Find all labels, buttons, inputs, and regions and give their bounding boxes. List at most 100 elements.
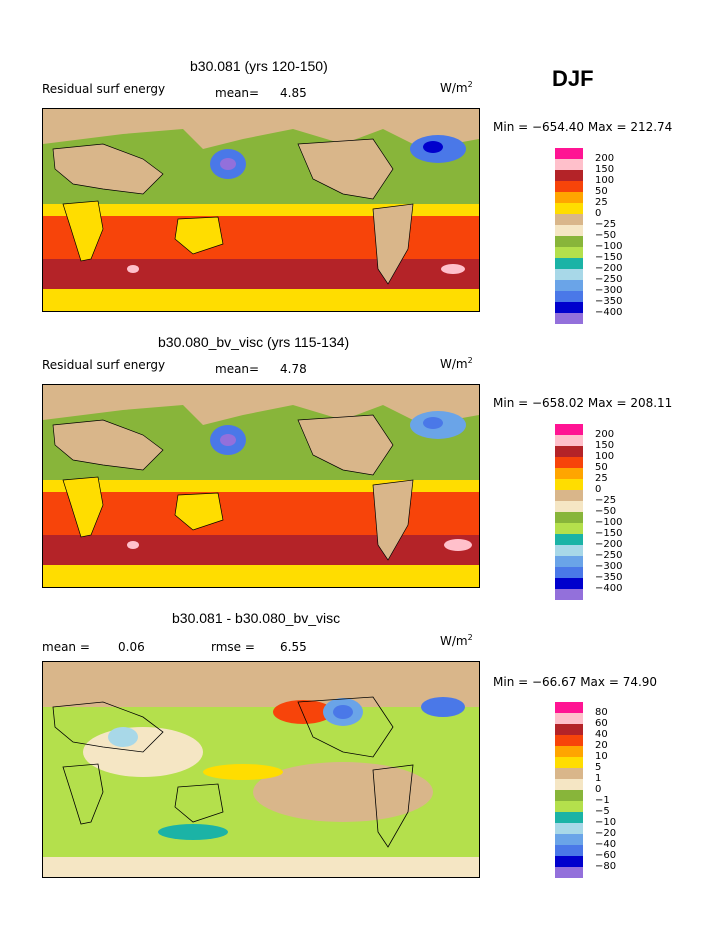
australia-outline xyxy=(174,783,224,823)
equatorial-band xyxy=(43,480,479,492)
north-america xyxy=(297,138,394,200)
colorbar-label: 100 xyxy=(595,175,615,186)
colorbar-label: 50 xyxy=(595,462,608,473)
colorbar-swatch xyxy=(555,435,583,446)
colorbar-label: 40 xyxy=(595,729,608,740)
colorbar-swatch xyxy=(555,280,583,291)
colorbar-swatch xyxy=(555,479,583,490)
panel3-units: W/m2 xyxy=(440,633,473,648)
colorbar-label: 200 xyxy=(595,429,615,440)
colorbar-swatch xyxy=(555,567,583,578)
panel3-rmse-label: rmse = xyxy=(211,640,255,654)
panel2-colorbar: 200 150 100 50 25 0 −25 −50 −100 −150 −200 −250 −300… xyxy=(555,424,622,600)
colorbar-label: 60 xyxy=(595,718,608,729)
diff-cool-1-core xyxy=(333,705,353,719)
colorbar-label: −250 xyxy=(595,274,623,285)
colorbar-swatch xyxy=(555,823,583,834)
panel3-map xyxy=(42,661,480,878)
diff-patch-2 xyxy=(253,762,433,822)
colorbar-swatch xyxy=(555,501,583,512)
panel1-minmax: Min = −654.40 Max = 212.74 xyxy=(493,120,673,134)
colorbar-swatch xyxy=(555,512,583,523)
panel1-colorbar: 200 150 100 50 25 0 −25 −50 −100 −150 −200 −250 −300… xyxy=(555,148,622,324)
colorbar-label: −5 xyxy=(595,806,610,817)
colorbar-label: −300 xyxy=(595,561,623,572)
colorbar-label: 1 xyxy=(595,773,602,784)
gulfstream-core xyxy=(423,141,443,153)
colorbar-swatch xyxy=(555,148,583,159)
eurasia-west xyxy=(52,419,164,471)
panel3-mean-value: 0.06 xyxy=(118,640,145,654)
diff-cool-2 xyxy=(421,697,465,717)
colorbar-swatch xyxy=(555,702,583,713)
panel1-map xyxy=(42,108,480,312)
panel1-title: b30.081 (yrs 120-150) xyxy=(190,58,328,74)
colorbar-label: −20 xyxy=(595,828,617,839)
colorbar-swatch xyxy=(555,801,583,812)
colorbar-swatch xyxy=(555,578,583,589)
africa xyxy=(62,200,104,262)
southern-band-dark xyxy=(43,259,479,289)
colorbar-label: 0 xyxy=(595,784,602,795)
colorbar-label: −10 xyxy=(595,817,617,828)
colorbar-swatch xyxy=(555,159,583,170)
pink-spot-1 xyxy=(127,265,139,273)
pink-spot-1 xyxy=(127,541,139,549)
colorbar-swatch xyxy=(555,856,583,867)
colorbar-label: 200 xyxy=(595,153,615,164)
colorbar-label: −400 xyxy=(595,307,623,318)
colorbar-swatch xyxy=(555,269,583,280)
panel3-colorbar: 80 60 40 20 10 5 1 0 −1 −5 −10 −20 −40 −60 −80 xyxy=(555,702,616,878)
colorbar-swatch xyxy=(555,258,583,269)
colorbar-label: 80 xyxy=(595,707,608,718)
colorbar-label: −350 xyxy=(595,572,623,583)
panel2-variable-label: Residual surf energy xyxy=(42,358,166,372)
colorbar-swatch xyxy=(555,768,583,779)
colorbar-label: 150 xyxy=(595,440,615,451)
colorbar-label: −25 xyxy=(595,495,617,506)
colorbar-swatch xyxy=(555,589,583,600)
antarctic-diff xyxy=(43,857,479,877)
colorbar-swatch xyxy=(555,302,583,313)
colorbar-swatch xyxy=(555,812,583,823)
colorbar-swatch xyxy=(555,867,583,878)
colorbar-swatch xyxy=(555,779,583,790)
kuroshio-core xyxy=(220,434,236,446)
panel3-rmse-value: 6.55 xyxy=(280,640,307,654)
colorbar-swatch xyxy=(555,735,583,746)
africa-outline xyxy=(62,763,104,825)
colorbar-swatch xyxy=(555,203,583,214)
colorbar-swatch xyxy=(555,545,583,556)
colorbar-swatch xyxy=(555,192,583,203)
colorbar-label: 20 xyxy=(595,740,608,751)
panel2-mean-label: mean= xyxy=(215,362,260,376)
africa xyxy=(62,476,104,538)
colorbar-swatch xyxy=(555,291,583,302)
colorbar-label: −150 xyxy=(595,528,623,539)
colorbar-label: 0 xyxy=(595,484,602,495)
colorbar-label: −150 xyxy=(595,252,623,263)
colorbar-label: −400 xyxy=(595,583,623,594)
colorbar-label: −200 xyxy=(595,263,623,274)
antarctic-band xyxy=(43,289,479,311)
panel3-minmax: Min = −66.67 Max = 74.90 xyxy=(493,675,658,689)
kuroshio-core xyxy=(220,158,236,170)
colorbar-label: −60 xyxy=(595,850,617,861)
colorbar-swatch xyxy=(555,170,583,181)
colorbar-swatch xyxy=(555,313,583,324)
equatorial-band xyxy=(43,204,479,216)
colorbar-label: −50 xyxy=(595,506,617,517)
south-america xyxy=(372,203,414,285)
colorbar-label: 25 xyxy=(595,197,608,208)
colorbar-label: −350 xyxy=(595,296,623,307)
panel2-map-svg xyxy=(43,385,479,587)
australia xyxy=(174,492,224,531)
arctic-land xyxy=(43,662,479,707)
colorbar-label: 10 xyxy=(595,751,608,762)
colorbar-label: −100 xyxy=(595,517,623,528)
panel2-map xyxy=(42,384,480,588)
panel1-mean-label: mean= xyxy=(215,86,260,100)
season-label: DJF xyxy=(552,66,594,91)
colorbar-label: −300 xyxy=(595,285,623,296)
panel3-title: b30.081 - b30.080_bv_visc xyxy=(172,610,341,626)
